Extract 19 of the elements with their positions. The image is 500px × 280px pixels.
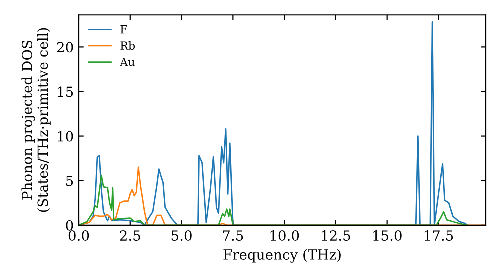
y-tick-label: 15 bbox=[58, 86, 74, 98]
x-tick-label: 5.0 bbox=[172, 230, 192, 242]
y-tick-label: 20 bbox=[57, 42, 74, 53]
x-tick-label: 2.5 bbox=[120, 230, 140, 242]
x-tick-label: 7.5 bbox=[223, 230, 244, 242]
line-series bbox=[79, 174, 468, 226]
legend-label: Rb bbox=[120, 41, 136, 50]
x-tick-label: 12.5 bbox=[322, 230, 350, 242]
legend-label: Au bbox=[120, 58, 135, 66]
x-tick-label: 17.5 bbox=[424, 230, 454, 242]
y-tick-label: 10 bbox=[58, 131, 74, 142]
x-axis-title: Frequency (THz) bbox=[224, 249, 341, 263]
legend-label: F bbox=[120, 25, 128, 34]
x-tick-label: 15.0 bbox=[374, 230, 402, 242]
y-tick-label: 0 bbox=[66, 220, 74, 231]
y-axis-title: Phonon projected DOS (States/THz·primitive cell) bbox=[22, 28, 51, 212]
x-tick-label: 10.0 bbox=[270, 230, 300, 242]
y-tick-label: 5 bbox=[66, 176, 74, 186]
x-tick-label: 0.0 bbox=[68, 230, 90, 242]
